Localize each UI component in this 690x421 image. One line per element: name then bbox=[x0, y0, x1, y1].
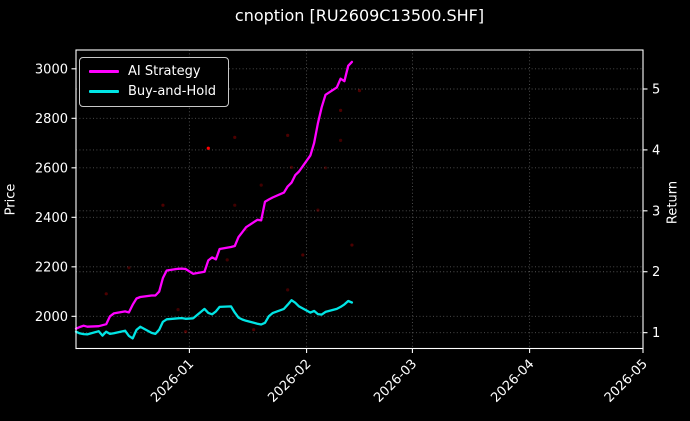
signal-dot bbox=[161, 203, 165, 207]
signal-dot bbox=[339, 138, 343, 142]
plot-border bbox=[75, 49, 644, 350]
buy-and-hold-line bbox=[74, 299, 354, 340]
signal-dot bbox=[339, 108, 343, 112]
signal-dot bbox=[316, 208, 320, 212]
legend-item-ai-strategy: AI Strategy bbox=[89, 64, 216, 79]
signal-dot bbox=[286, 133, 290, 137]
legend: AI Strategy Buy-and-Hold bbox=[79, 57, 230, 107]
signal-dot bbox=[233, 203, 237, 207]
legend-item-buy-and-hold: Buy-and-Hold bbox=[89, 84, 216, 99]
signal-dot bbox=[289, 165, 294, 169]
buy-and-hold-line-sample bbox=[89, 90, 119, 93]
price-tick-label: 2200 bbox=[35, 260, 68, 275]
x-tick-label: 2026-02 bbox=[265, 357, 314, 406]
signal-dot bbox=[357, 88, 362, 93]
price-tick-label: 2600 bbox=[35, 161, 68, 176]
x-tick-label: 2026-01 bbox=[148, 357, 197, 406]
signal-dot bbox=[252, 328, 256, 332]
signal-dot bbox=[184, 330, 188, 334]
return-tick-label: 5 bbox=[652, 82, 660, 97]
signal-dot bbox=[286, 288, 290, 292]
signal-dot bbox=[176, 308, 180, 312]
signal-dot bbox=[206, 146, 210, 150]
signal-dot bbox=[127, 266, 131, 270]
ai-strategy-line-sample bbox=[89, 70, 119, 73]
return-tick-label: 4 bbox=[652, 143, 660, 158]
legend-label-buy-and-hold: Buy-and-Hold bbox=[128, 84, 217, 99]
legend-label-ai-strategy: AI Strategy bbox=[128, 64, 201, 79]
x-tick-label: 2026-03 bbox=[371, 357, 420, 406]
x-tick-label: 2026-05 bbox=[602, 357, 651, 406]
signal-dot bbox=[259, 183, 263, 187]
signal-dot bbox=[104, 292, 108, 296]
price-tick-label: 2800 bbox=[35, 112, 68, 127]
price-tick-label: 2000 bbox=[35, 310, 68, 325]
price-tick-label: 2400 bbox=[35, 211, 68, 226]
signal-dot bbox=[323, 166, 328, 170]
signal-dot bbox=[301, 253, 305, 257]
signal-dot bbox=[225, 258, 229, 262]
signal-dot bbox=[350, 243, 354, 247]
price-tick-label: 3000 bbox=[35, 62, 68, 77]
chart-title: cnoption [RU2609C13500.SHF] bbox=[234, 6, 485, 25]
return-tick-label: 3 bbox=[652, 204, 660, 219]
signal-dot bbox=[233, 135, 237, 139]
return-tick-label: 1 bbox=[652, 326, 660, 341]
ai-strategy-line bbox=[74, 60, 354, 330]
x-tick-label: 2026-04 bbox=[488, 357, 537, 406]
return-tick-label: 2 bbox=[652, 265, 660, 280]
